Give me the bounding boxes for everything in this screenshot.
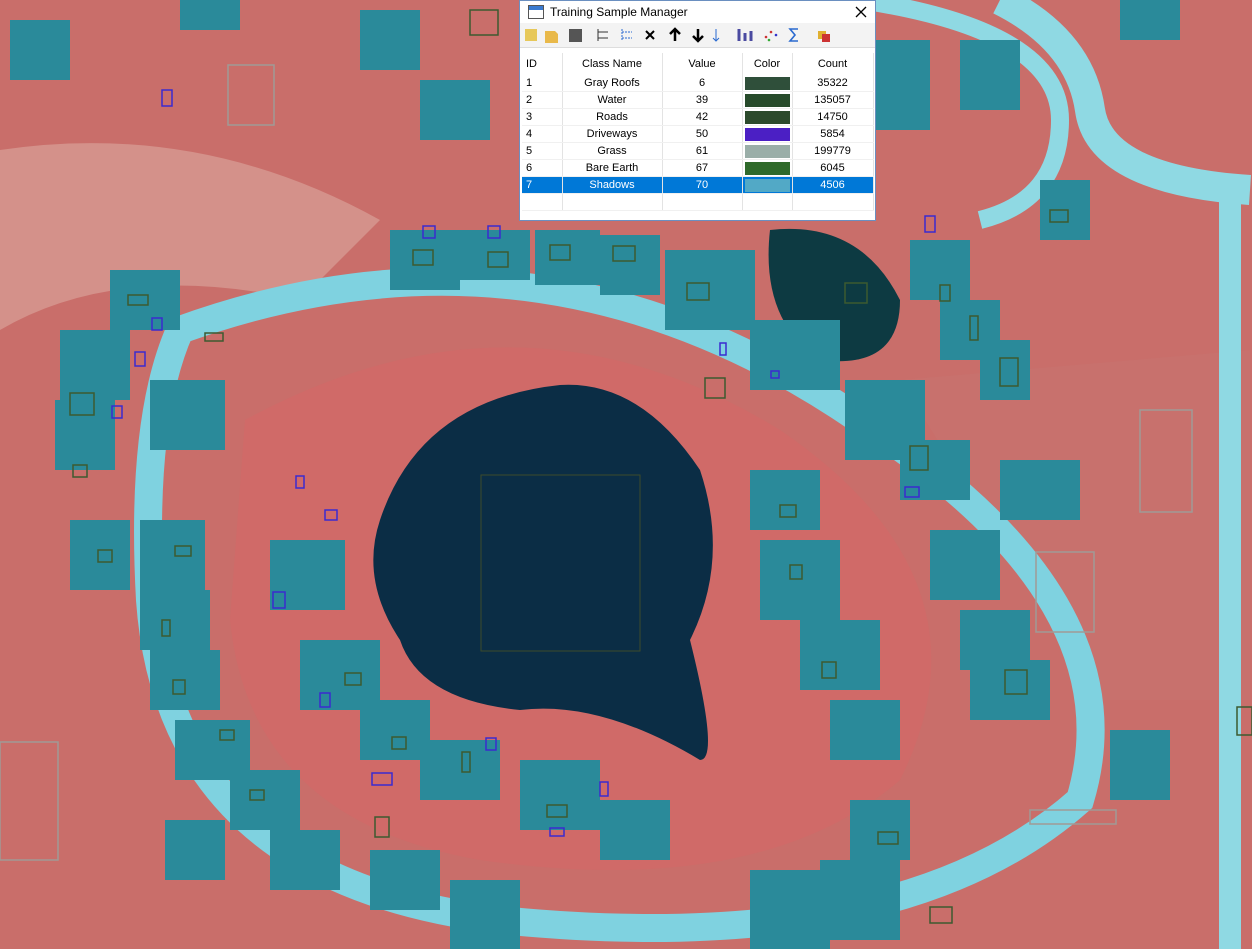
count-cell: 4506 [792, 176, 874, 194]
color-swatch [744, 144, 790, 158]
count-cell: 14750 [792, 108, 874, 126]
color-swatch [744, 93, 790, 107]
value-cell: 6 [662, 75, 743, 92]
value-cell: 70 [662, 176, 743, 194]
color-swatch [744, 178, 790, 192]
class-name-cell: Roads [562, 108, 663, 126]
empty-cell [662, 193, 743, 211]
column-header: ID [522, 53, 563, 75]
color-cell [742, 142, 793, 160]
color-cell [742, 108, 793, 126]
id-cell: 2 [522, 91, 563, 109]
table-row[interactable]: 7 Shadows 70 4506 [522, 176, 874, 194]
table-row[interactable]: 2 Water 39 135057 [522, 91, 874, 109]
color-swatch [744, 110, 790, 124]
count-cell: 6045 [792, 159, 874, 177]
class-name-cell: Grass [562, 142, 663, 160]
value-cell: 67 [662, 159, 743, 177]
column-header: Count [792, 53, 874, 75]
toolbar [520, 23, 875, 48]
id-cell: 6 [522, 159, 563, 177]
table-row[interactable]: 1 Gray Roofs 6 35322 [522, 75, 874, 92]
sample-table: ID Class Name Value Color Count 1 Gray Roofs 6 3… [522, 53, 874, 211]
title-bar: Training Sample Manager [520, 1, 875, 23]
table-row[interactable]: 4 Driveways 50 5854 [522, 125, 874, 143]
empty-cell [792, 193, 874, 211]
color-swatch [744, 76, 790, 90]
window-title: Training Sample Manager [550, 5, 688, 19]
value-cell: 61 [662, 142, 743, 160]
close-button[interactable] [855, 6, 867, 18]
training-sample-manager: Training Sample Manager ID Class Name Valu… [519, 0, 876, 221]
count-cell: 135057 [792, 91, 874, 109]
column-header: Class Name [562, 53, 663, 75]
count-cell: 199779 [792, 142, 874, 160]
color-cell [742, 125, 793, 143]
empty-cell [742, 193, 793, 211]
empty-row [522, 193, 874, 211]
color-cell [742, 75, 793, 92]
value-cell: 39 [662, 91, 743, 109]
class-name-cell: Water [562, 91, 663, 109]
color-swatch [744, 161, 790, 175]
table-row[interactable]: 5 Grass 61 199779 [522, 142, 874, 160]
color-swatch [744, 127, 790, 141]
class-name-cell: Bare Earth [562, 159, 663, 177]
table-row[interactable]: 6 Bare Earth 67 6045 [522, 159, 874, 177]
empty-cell [562, 193, 663, 211]
count-cell: 5854 [792, 125, 874, 143]
roofs [10, 0, 1180, 949]
id-cell: 5 [522, 142, 563, 160]
table-row[interactable]: 3 Roads 42 14750 [522, 108, 874, 126]
value-cell: 42 [662, 108, 743, 126]
value-cell: 50 [662, 125, 743, 143]
count-cell: 35322 [792, 75, 874, 92]
toolbar-buttons[interactable] [525, 27, 830, 43]
class-name-cell: Gray Roofs [562, 75, 663, 92]
column-header: Value [662, 53, 743, 75]
id-cell: 3 [522, 108, 563, 126]
class-name-cell: Driveways [562, 125, 663, 143]
id-cell: 4 [522, 125, 563, 143]
column-header: Color [742, 53, 793, 75]
empty-cell [522, 193, 563, 211]
id-cell: 7 [522, 176, 563, 194]
class-name-cell: Shadows [562, 176, 663, 194]
color-cell [742, 176, 793, 194]
color-cell [742, 91, 793, 109]
color-cell [742, 159, 793, 177]
id-cell: 1 [522, 75, 563, 92]
